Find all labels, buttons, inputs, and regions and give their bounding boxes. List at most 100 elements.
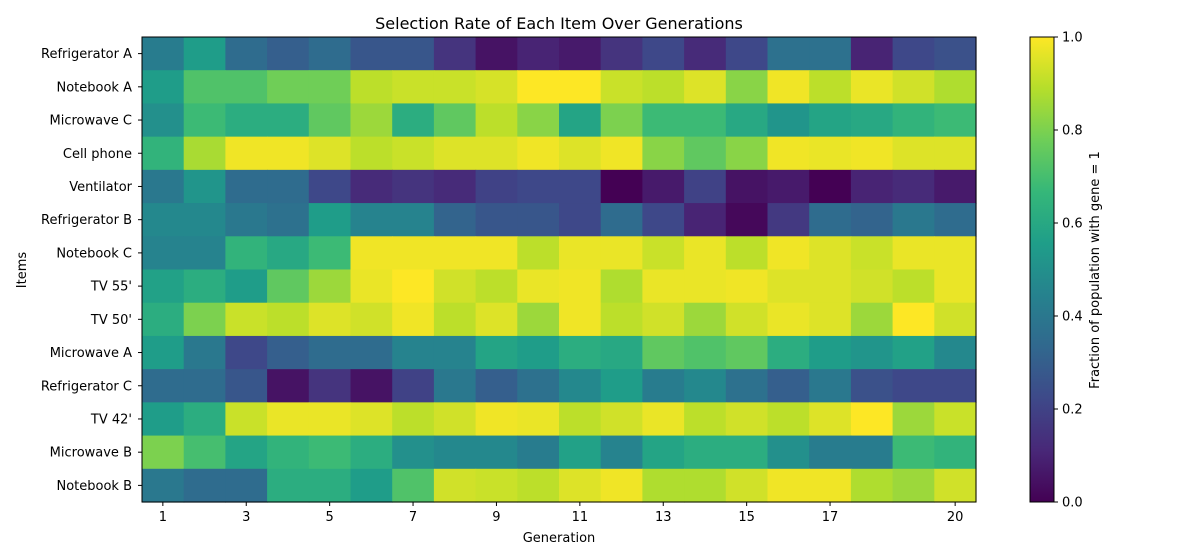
heatmap-cell: [350, 136, 393, 171]
heatmap-cell: [892, 302, 935, 337]
heatmap-cell: [684, 103, 727, 138]
heatmap-cell: [559, 203, 602, 237]
heatmap-cell: [267, 37, 310, 71]
heatmap-cell: [767, 302, 810, 337]
heatmap-cell: [892, 402, 935, 437]
heatmap-cell: [850, 70, 894, 105]
heatmap-cell: [892, 103, 935, 138]
heatmap-cell: [725, 302, 769, 337]
heatmap-cell: [183, 402, 226, 437]
heatmap-cell: [142, 136, 185, 171]
heatmap-cell: [225, 236, 268, 271]
heatmap-cell: [767, 236, 810, 271]
y-tick-label: TV 55': [90, 280, 132, 295]
heatmap-cell: [183, 302, 226, 337]
heatmap-cell: [475, 169, 518, 204]
heatmap-cell: [183, 169, 226, 204]
heatmap-cell: [725, 70, 769, 105]
x-tick-label: 17: [822, 510, 839, 525]
x-tick-label: 15: [738, 510, 755, 525]
heatmap-cell: [392, 203, 435, 237]
heatmap-cell: [600, 435, 643, 470]
heatmap-cell: [517, 70, 560, 105]
heatmap-cell: [475, 402, 518, 437]
heatmap-cell: [600, 70, 643, 105]
x-tick-label: 5: [326, 510, 334, 525]
x-tick-label: 11: [572, 510, 589, 525]
heatmap-cell: [183, 335, 226, 370]
heatmap-cell: [642, 103, 685, 138]
heatmap-cell: [725, 468, 769, 503]
heatmap-cell: [684, 136, 727, 171]
y-tick-label: TV 42': [90, 412, 132, 427]
heatmap-cell: [892, 203, 935, 237]
heatmap-cell: [934, 369, 977, 403]
heatmap-cell: [350, 435, 393, 470]
heatmap-cell: [934, 435, 977, 470]
y-axis-ticks: Refrigerator A Notebook A Microwave C Cell …: [41, 47, 142, 494]
heatmap-cell: [934, 37, 977, 71]
heatmap-cell: [183, 103, 226, 138]
heatmap-cell: [350, 468, 393, 503]
heatmap-cell: [475, 269, 518, 304]
colorbar-frame: [1029, 36, 1055, 503]
heatmap-cell: [392, 402, 435, 437]
heatmap-cell: [725, 369, 769, 403]
heatmap-cell: [433, 169, 477, 204]
heatmap-cell: [850, 269, 894, 304]
heatmap-cell: [433, 70, 477, 105]
heatmap-cell: [183, 435, 226, 470]
heatmap-cell: [892, 136, 935, 171]
heatmap-cell: [809, 236, 852, 271]
heatmap-cell: [517, 435, 560, 470]
heatmap-cell: [767, 136, 810, 171]
heatmap-cell: [934, 335, 977, 370]
heatmap-cell: [600, 302, 643, 337]
heatmap-cell: [642, 136, 685, 171]
heatmap-cell: [183, 37, 226, 71]
heatmap-cell: [809, 369, 852, 403]
heatmap-cell: [392, 236, 435, 271]
heatmap-cell: [517, 369, 560, 403]
heatmap-cell: [308, 136, 352, 171]
heatmap-cell: [850, 169, 894, 204]
heatmap-cell: [267, 103, 310, 138]
heatmap-cell: [142, 269, 185, 304]
heatmap-cell: [559, 468, 602, 503]
heatmap-cell: [559, 302, 602, 337]
heatmap-cell: [850, 302, 894, 337]
colorbar-ticks: 0.0 0.2 0.4 0.6 0.8 1.0: [1054, 31, 1083, 511]
heatmap-cell: [600, 169, 643, 204]
heatmap-cell: [433, 369, 477, 403]
heatmap-cell: [600, 269, 643, 304]
heatmap-cell: [809, 37, 852, 71]
heatmap-cell: [433, 203, 477, 237]
heatmap-cell: [767, 269, 810, 304]
heatmap-cell: [308, 435, 352, 470]
heatmap-cell: [559, 335, 602, 370]
heatmap-cell: [433, 37, 477, 71]
heatmap-cell: [767, 37, 810, 71]
heatmap-cell: [267, 203, 310, 237]
heatmap-cell: [684, 169, 727, 204]
heatmap-cell: [850, 236, 894, 271]
heatmap-cell: [850, 37, 894, 71]
heatmap-cell: [600, 103, 643, 138]
heatmap-cell: [225, 468, 268, 503]
y-tick-label: Microwave B: [50, 446, 132, 461]
heatmap-cell: [600, 136, 643, 171]
heatmap-cell: [684, 402, 727, 437]
heatmap-cell: [183, 236, 226, 271]
plot-frame: [141, 36, 977, 503]
heatmap-cell: [225, 136, 268, 171]
heatmap-cell: [225, 335, 268, 370]
heatmap-cell: [850, 402, 894, 437]
heatmap-cell: [600, 369, 643, 403]
heatmap-cell: [725, 236, 769, 271]
heatmap-cell: [308, 37, 352, 71]
heatmap-cell: [892, 269, 935, 304]
heatmap-cell: [392, 468, 435, 503]
heatmap-cell: [850, 335, 894, 370]
heatmap-cell: [600, 402, 643, 437]
heatmap-cell: [767, 169, 810, 204]
